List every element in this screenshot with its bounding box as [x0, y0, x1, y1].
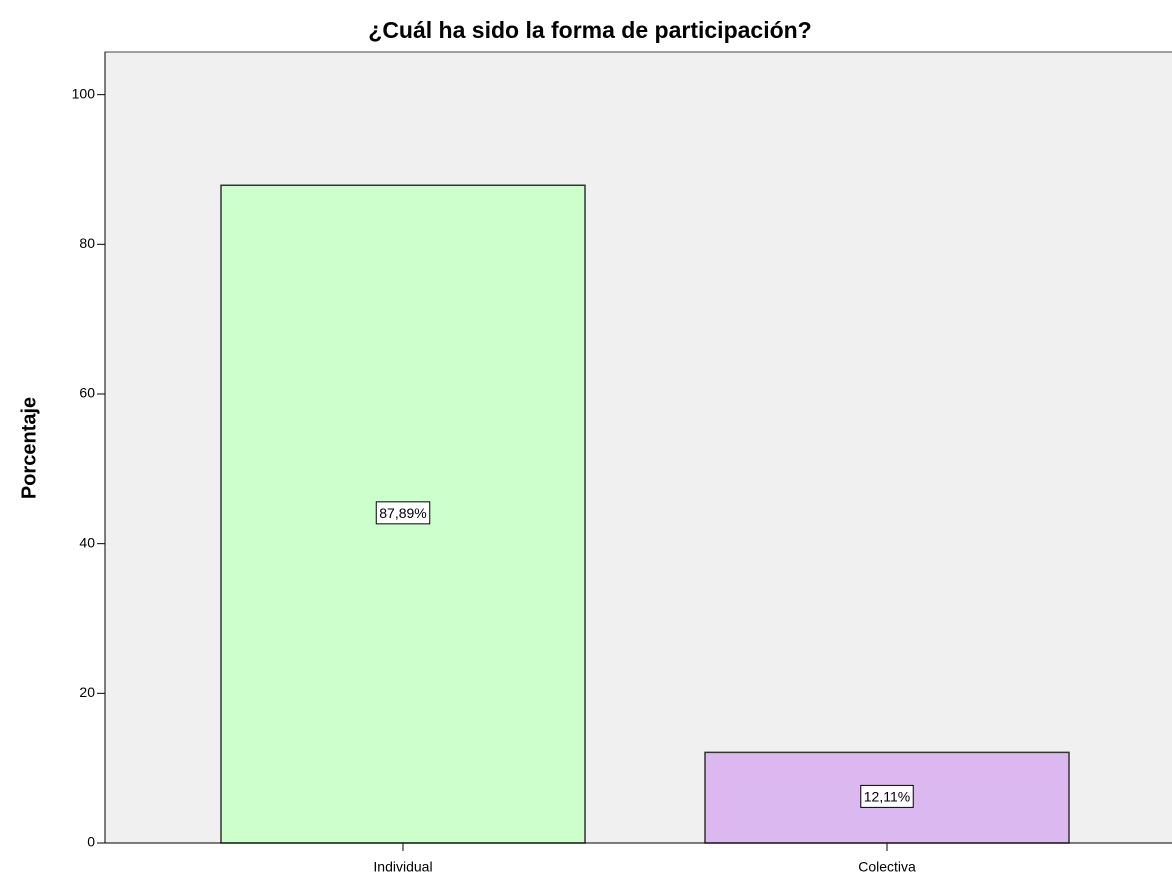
value-label: 87,89%	[379, 505, 426, 521]
y-tick-label: 80	[79, 235, 95, 251]
y-axis-title: Porcentaje	[18, 397, 40, 499]
y-tick-label: 60	[79, 385, 95, 401]
value-label-box	[860, 784, 914, 808]
value-label-box	[375, 501, 431, 525]
chart-title: ¿Cuál ha sido la forma de participación?	[368, 17, 811, 43]
x-tick-label: Colectiva	[858, 859, 916, 875]
y-tick-label: 20	[79, 684, 95, 700]
y-tick-label: 100	[72, 85, 96, 101]
y-tick-label: 0	[87, 834, 95, 850]
y-tick-label: 40	[79, 534, 95, 550]
value-label: 12,11%	[864, 788, 910, 804]
x-tick-label: Individual	[373, 859, 432, 875]
